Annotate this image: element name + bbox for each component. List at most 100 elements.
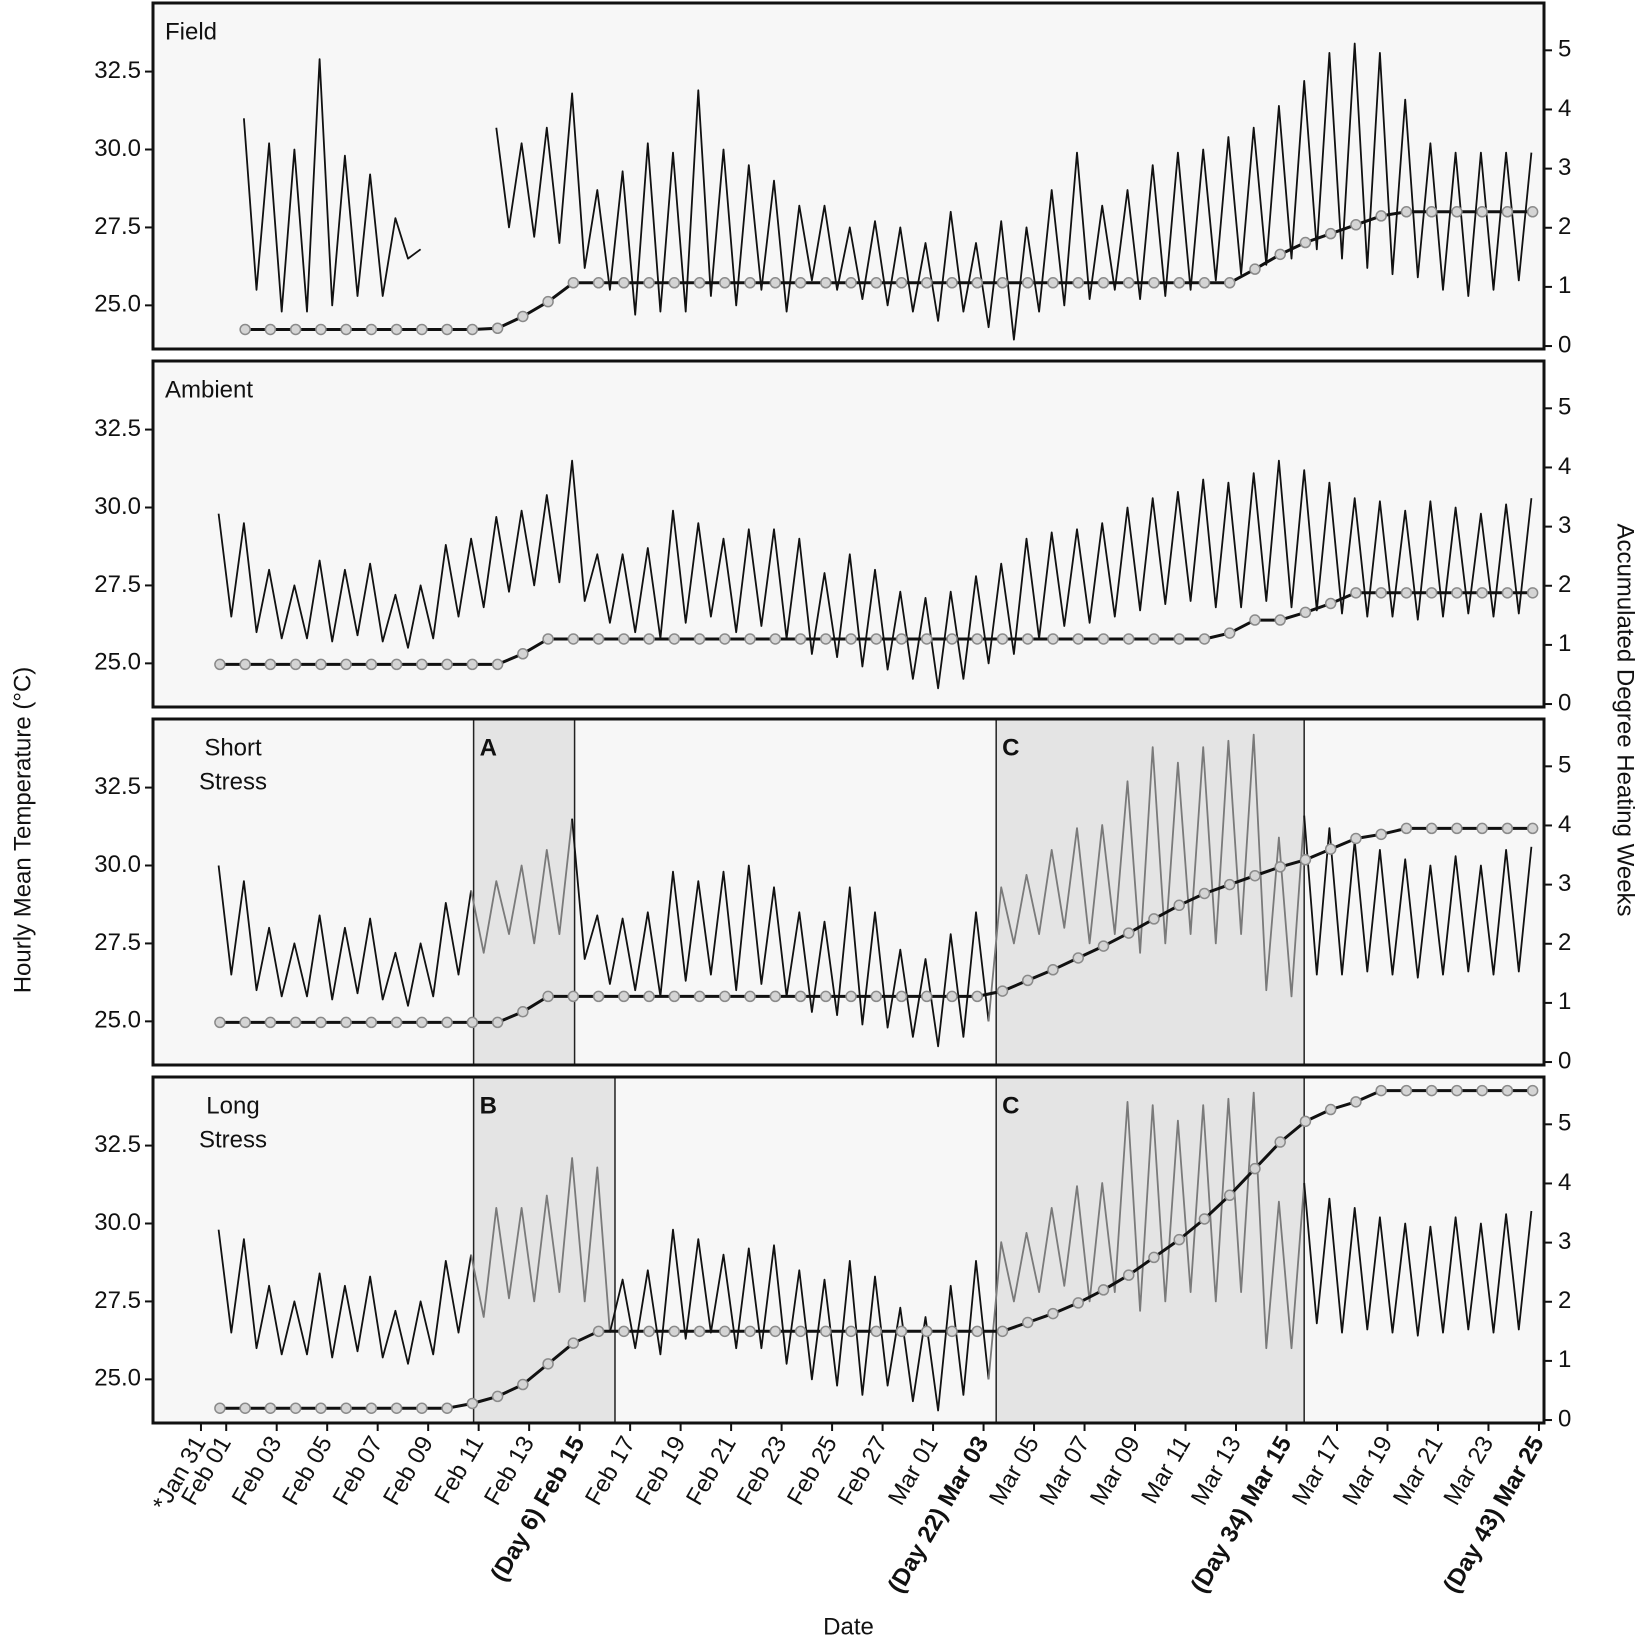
- dhw-point: [1223, 1189, 1236, 1202]
- dhw-point: [1223, 878, 1236, 891]
- dhw-point: [491, 1016, 504, 1029]
- dhw-point: [1299, 1115, 1312, 1128]
- dhw-point: [592, 1325, 605, 1338]
- dhw-point: [1021, 1316, 1034, 1329]
- y-tick-label: 25.0: [94, 1365, 141, 1392]
- temperature-line: [1303, 815, 1533, 979]
- dhw-point: [1223, 627, 1236, 639]
- dhw-point: [769, 990, 782, 1003]
- dhw-point: [1047, 964, 1059, 976]
- temperature-line: [495, 42, 1533, 341]
- dhw-point: [1375, 210, 1387, 222]
- y2-tick-label: 5: [1558, 36, 1571, 63]
- dhw-point: [315, 1402, 327, 1414]
- dhw-point: [1324, 597, 1337, 610]
- dhw-point: [214, 1402, 226, 1414]
- dhw-point: [1198, 1213, 1211, 1225]
- dhw-point: [719, 1325, 731, 1338]
- dhw-point: [946, 633, 958, 645]
- dhw-point: [264, 1016, 277, 1029]
- dhw-point: [618, 1325, 630, 1338]
- dhw-point: [870, 633, 883, 645]
- dhw-point: [239, 1402, 251, 1414]
- dhw-point: [618, 633, 630, 645]
- y-tick-label: 27.5: [94, 213, 141, 240]
- dhw-point: [289, 1016, 302, 1029]
- temperature-line: [217, 459, 1533, 690]
- dhw-point: [365, 1402, 378, 1414]
- dhw-point: [239, 658, 251, 671]
- y2-tick-label: 3: [1558, 154, 1571, 181]
- stress-period: [473, 1077, 615, 1423]
- y2-tick-label: 1: [1558, 630, 1571, 657]
- dhw-point: [416, 658, 428, 671]
- dhw-point: [668, 1325, 681, 1338]
- dhw-point: [744, 277, 756, 289]
- dhw-point: [1350, 587, 1362, 599]
- dhw-point: [390, 658, 403, 671]
- y2-tick-label: 5: [1558, 752, 1571, 779]
- dhw-point: [1122, 1269, 1135, 1281]
- panel-border: [151, 717, 1546, 1067]
- x-tick-label: (Day 43) Mar 25: [1438, 1432, 1549, 1598]
- dhw-point: [744, 1325, 756, 1338]
- dhw-point: [592, 990, 605, 1003]
- panel-border: [151, 1075, 1546, 1425]
- y-tick-label: 25.0: [94, 291, 141, 318]
- dhw-point: [1047, 1307, 1059, 1320]
- temperature-line: [470, 1157, 611, 1333]
- panel-label: Stress: [199, 1126, 267, 1153]
- dhw-point: [1249, 614, 1261, 626]
- dhw-point: [921, 1325, 933, 1338]
- dhw-point: [1299, 606, 1312, 619]
- dhw-point: [693, 277, 706, 289]
- dhw-point: [340, 1016, 352, 1029]
- dhw-point: [1122, 633, 1135, 645]
- dhw-point: [719, 277, 731, 289]
- temperature-line: [987, 733, 1306, 1022]
- dhw-point: [390, 1016, 403, 1029]
- dhw-point: [1173, 277, 1185, 289]
- dhw-point: [1249, 869, 1261, 882]
- dhw-point: [542, 295, 554, 308]
- y2-tick-label: 2: [1558, 213, 1571, 240]
- dhw-point: [491, 322, 504, 335]
- dhw-point: [971, 990, 983, 1003]
- dhw-point: [643, 1325, 655, 1338]
- dhw-point: [1526, 206, 1539, 218]
- y2-tick-label: 0: [1558, 331, 1571, 358]
- dhw-point: [1451, 587, 1463, 599]
- temperature-line: [987, 1091, 1306, 1380]
- stress-period-label: B: [480, 1092, 497, 1119]
- dhw-point: [1400, 587, 1413, 599]
- dhw-point: [1249, 1162, 1261, 1175]
- dhw-point: [340, 323, 352, 336]
- dhw-point: [618, 277, 630, 289]
- dhw-point: [416, 323, 428, 336]
- y2-axis-title: Accumulated Degree Heating Weeks: [1612, 523, 1639, 916]
- y-tick-label: 32.5: [94, 57, 141, 84]
- y-tick-label: 27.5: [94, 929, 141, 956]
- dhw-point: [996, 277, 1009, 289]
- dhw-point: [895, 990, 908, 1003]
- dhw-point: [1501, 206, 1514, 218]
- dhw-point: [820, 990, 832, 1003]
- dhw-point: [239, 323, 251, 336]
- dhw-point: [1400, 206, 1413, 218]
- dhw-point: [365, 658, 378, 671]
- dhw-point: [491, 658, 504, 671]
- dhw-point: [820, 1325, 832, 1338]
- dhw-point: [1375, 587, 1387, 599]
- dhw-point: [517, 1006, 529, 1018]
- y2-tick-label: 5: [1558, 1110, 1571, 1137]
- dhw-point: [1223, 277, 1236, 289]
- dhw-point: [1350, 219, 1362, 231]
- y2-tick-label: 1: [1558, 1346, 1571, 1373]
- dhw-point: [466, 1397, 479, 1410]
- dhw-point: [315, 1016, 327, 1029]
- y-tick-label: 27.5: [94, 571, 141, 598]
- panel-label: Ambient: [165, 376, 253, 403]
- dhw-point: [214, 1016, 226, 1029]
- x-tick-label: (Day 34) Mar 15: [1186, 1432, 1297, 1598]
